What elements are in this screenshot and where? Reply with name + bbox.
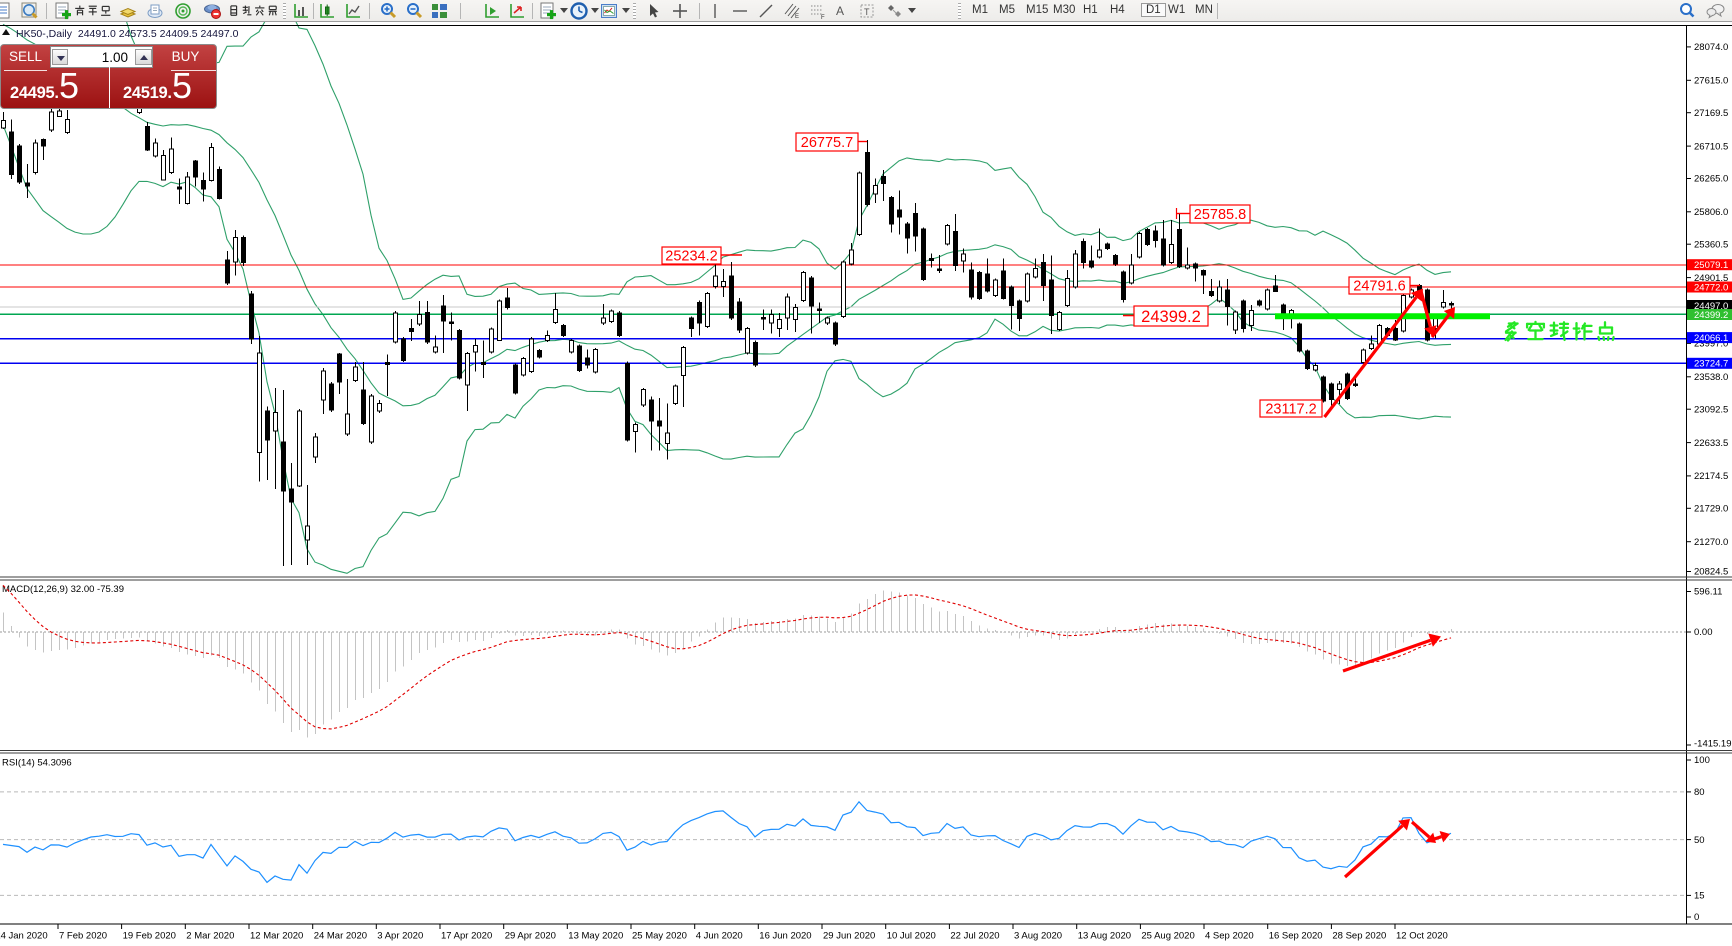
- svg-text:17 Apr 2020: 17 Apr 2020: [441, 931, 492, 942]
- svg-text:50: 50: [1694, 835, 1705, 846]
- svg-text:0.00: 0.00: [1694, 627, 1713, 638]
- svg-text:24 Jan 2020: 24 Jan 2020: [0, 931, 48, 942]
- svg-text:21729.0: 21729.0: [1694, 504, 1728, 515]
- svg-text:25234.2: 25234.2: [665, 249, 717, 265]
- svg-text:13 May 2020: 13 May 2020: [568, 931, 623, 942]
- svg-text:20824.5: 20824.5: [1694, 567, 1728, 578]
- svg-text:24066.1: 24066.1: [1694, 333, 1728, 344]
- svg-text:12 Oct 2020: 12 Oct 2020: [1396, 931, 1448, 942]
- svg-text:T: T: [864, 7, 870, 17]
- svg-text:24 Mar 2020: 24 Mar 2020: [314, 931, 367, 942]
- svg-text:24399.2: 24399.2: [1141, 308, 1201, 326]
- svg-text:10 Jul 2020: 10 Jul 2020: [887, 931, 936, 942]
- svg-text:23997.0: 23997.0: [1694, 339, 1728, 350]
- svg-text:4 Jun 2020: 4 Jun 2020: [696, 931, 743, 942]
- svg-text:25 May 2020: 25 May 2020: [632, 931, 687, 942]
- svg-text:22 Jul 2020: 22 Jul 2020: [950, 931, 999, 942]
- svg-text:15: 15: [1694, 891, 1705, 902]
- svg-text:-1415.19: -1415.19: [1694, 739, 1732, 750]
- svg-text:23724.7: 23724.7: [1694, 359, 1728, 370]
- svg-text:29 Apr 2020: 29 Apr 2020: [505, 931, 556, 942]
- svg-text:25079.1: 25079.1: [1694, 260, 1728, 271]
- svg-text:26710.5: 26710.5: [1694, 141, 1728, 152]
- svg-text:22633.5: 22633.5: [1694, 438, 1728, 449]
- svg-text:12 Mar 2020: 12 Mar 2020: [250, 931, 303, 942]
- svg-text:27169.5: 27169.5: [1694, 108, 1728, 119]
- svg-text:3 Aug 2020: 3 Aug 2020: [1014, 931, 1062, 942]
- svg-text:26775.7: 26775.7: [801, 135, 853, 151]
- svg-text:21270.0: 21270.0: [1694, 537, 1728, 548]
- svg-text:23117.2: 23117.2: [1265, 402, 1316, 418]
- svg-text:22174.5: 22174.5: [1694, 471, 1728, 482]
- svg-text:19 Feb 2020: 19 Feb 2020: [123, 931, 176, 942]
- svg-text:26265.0: 26265.0: [1694, 174, 1728, 185]
- svg-text:25 Aug 2020: 25 Aug 2020: [1141, 931, 1194, 942]
- svg-text:24497.0: 24497.0: [1694, 301, 1728, 312]
- svg-text:0: 0: [1694, 912, 1699, 923]
- svg-text:28074.0: 28074.0: [1694, 42, 1728, 53]
- svg-text:16 Jun 2020: 16 Jun 2020: [759, 931, 811, 942]
- svg-text:23538.0: 23538.0: [1694, 372, 1728, 383]
- svg-text:13 Aug 2020: 13 Aug 2020: [1078, 931, 1131, 942]
- svg-text:3 Apr 2020: 3 Apr 2020: [377, 931, 423, 942]
- svg-text:E: E: [795, 14, 799, 20]
- svg-text:F: F: [821, 15, 825, 21]
- svg-text:80: 80: [1694, 787, 1705, 798]
- svg-text:25360.5: 25360.5: [1694, 239, 1728, 250]
- svg-text:25785.8: 25785.8: [1194, 207, 1246, 223]
- svg-text:596.11: 596.11: [1694, 587, 1722, 598]
- svg-text:27615.0: 27615.0: [1694, 76, 1728, 87]
- svg-text:4 Sep 2020: 4 Sep 2020: [1205, 931, 1254, 942]
- svg-text:100: 100: [1694, 755, 1710, 766]
- svg-text:28 Sep 2020: 28 Sep 2020: [1332, 931, 1386, 942]
- svg-text:29 Jun 2020: 29 Jun 2020: [823, 931, 875, 942]
- svg-text:24901.5: 24901.5: [1694, 273, 1728, 284]
- svg-text:24772.0: 24772.0: [1694, 282, 1728, 293]
- svg-text:16 Sep 2020: 16 Sep 2020: [1269, 931, 1323, 942]
- svg-text:MACD(12,26,9) 32.00 -75.39: MACD(12,26,9) 32.00 -75.39: [2, 584, 124, 595]
- svg-text:24399.2: 24399.2: [1694, 310, 1728, 321]
- svg-text:7 Feb 2020: 7 Feb 2020: [59, 931, 107, 942]
- svg-text:23092.5: 23092.5: [1694, 404, 1728, 415]
- svg-text:2 Mar 2020: 2 Mar 2020: [186, 931, 234, 942]
- svg-text:25806.0: 25806.0: [1694, 207, 1728, 218]
- svg-text:RSI(14) 54.3096: RSI(14) 54.3096: [2, 758, 72, 769]
- svg-text:24791.6: 24791.6: [1353, 279, 1405, 295]
